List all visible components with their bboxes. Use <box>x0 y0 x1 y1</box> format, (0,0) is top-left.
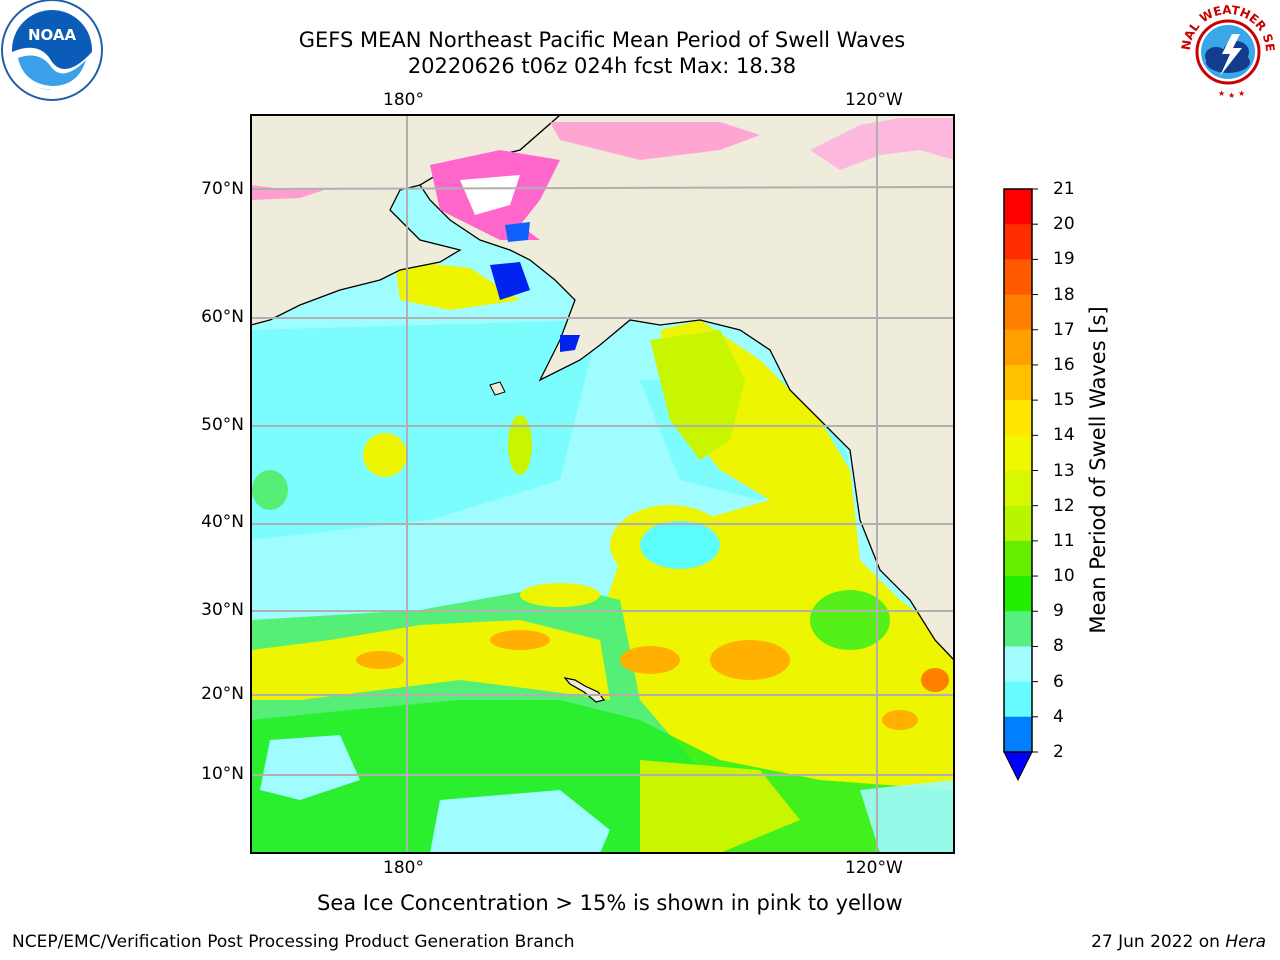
colorbar-segment <box>1004 716 1032 752</box>
colorbar-tick-label: 10 <box>1053 566 1075 587</box>
colorbar-tick-label: 2 <box>1053 742 1064 762</box>
colorbar-segment <box>1004 329 1032 366</box>
colorbar-segment <box>1004 470 1032 507</box>
nws-logo: NATIONAL WEATHER SERVICE ★ ★ ★ <box>1176 0 1278 102</box>
colorbar-segment <box>1004 224 1032 260</box>
svg-text:★: ★ <box>1218 89 1225 98</box>
chart-title: GEFS MEAN Northeast Pacific Mean Period … <box>298 28 906 52</box>
colorbar-tick-label: 17 <box>1053 319 1075 340</box>
swell-orange-patch <box>882 710 918 730</box>
map-gridlines <box>251 115 954 853</box>
swell-swirl-core <box>640 521 720 569</box>
colorbar-tick-label: 21 <box>1053 179 1075 199</box>
colorbar-tick-label: 20 <box>1053 214 1075 235</box>
sea-ice-gap <box>460 175 520 215</box>
colorbar-segment <box>1004 294 1032 331</box>
colorbar-label: Mean Period of Swell Waves [s] <box>1086 306 1110 634</box>
noaa-logo: NOAA <box>1 0 103 101</box>
swell-yellow-patch <box>520 583 600 607</box>
ocean-cyan-patch <box>860 780 954 853</box>
colorbar-tick-label: 14 <box>1053 425 1075 446</box>
svg-text:NOAA: NOAA <box>28 26 77 44</box>
colorbar-tick-label: 8 <box>1053 636 1064 657</box>
colorbar-tick-label: 13 <box>1053 460 1075 481</box>
lat-label-30n: 30°N <box>201 600 244 620</box>
colorbar-tick-label: 15 <box>1053 390 1075 411</box>
ocean-aqua-region <box>251 320 600 540</box>
colorbar-tick-label: 12 <box>1053 495 1075 516</box>
lon-label-top-180: 180° <box>383 90 424 110</box>
colorbar-tick-label: 18 <box>1053 284 1075 305</box>
sea-ice-region <box>810 118 954 170</box>
map-frame <box>250 114 955 854</box>
swell-orange-patch <box>490 630 550 650</box>
lat-label-40n: 40°N <box>201 512 244 532</box>
colorbar-segment <box>1004 681 1032 718</box>
colorbar-tick-label: 11 <box>1053 530 1075 551</box>
swell-orange-patch <box>921 668 949 692</box>
colorbar-segment <box>1004 576 1032 612</box>
colorbar-segment <box>1004 505 1032 542</box>
swell-yellow-patch <box>395 260 520 310</box>
footer-host: Hera <box>1225 932 1266 952</box>
colorbar-segment <box>1004 364 1032 401</box>
low-swell-patch <box>490 262 530 300</box>
lat-label-50n: 50°N <box>201 415 244 435</box>
swell-orange-patch <box>710 640 790 680</box>
footer-date-text: 27 Jun 2022 on <box>1091 932 1226 952</box>
colorbar-segment <box>1004 611 1032 647</box>
colorbar-tick-label: 6 <box>1053 671 1064 692</box>
lat-label-20n: 20°N <box>201 684 244 704</box>
low-swell-patch <box>505 222 530 242</box>
swell-yellowgreen-region <box>640 760 800 853</box>
lat-label-60n: 60°N <box>201 307 244 327</box>
colorbar-tick-label: 9 <box>1053 601 1064 622</box>
colorbar-segment <box>1004 540 1032 577</box>
swell-green-patch <box>252 470 288 510</box>
svg-text:★: ★ <box>1238 89 1245 98</box>
low-swell-patch <box>560 335 580 352</box>
chart-subtitle: 20220626 t06z 024h fcst Max: 18.38 <box>407 54 797 78</box>
swell-yellow-patch <box>363 433 407 477</box>
colorbar-segment <box>1004 189 1032 225</box>
swell-green-patch <box>810 590 890 650</box>
colorbar-extend-triangle <box>1003 751 1033 782</box>
north-america-land <box>419 115 954 661</box>
island <box>489 381 506 396</box>
ocean-cyan-patch <box>260 735 360 800</box>
colorbar-segment <box>1004 259 1032 296</box>
swell-yellow-patch <box>508 415 532 475</box>
footer-credit: NCEP/EMC/Verification Post Processing Pr… <box>12 932 575 952</box>
lon-label-top-120w: 120°W <box>845 90 903 110</box>
swell-orange-patch <box>356 651 404 669</box>
sea-ice-region <box>550 122 760 160</box>
colorbar-tick-label: 4 <box>1053 706 1064 727</box>
svg-text:★: ★ <box>1228 91 1235 100</box>
lat-label-10n: 10°N <box>201 764 244 784</box>
colorbar-tick-label: 16 <box>1053 354 1075 375</box>
lon-label-bottom-180: 180° <box>383 858 424 878</box>
colorbar-segment <box>1004 435 1032 471</box>
ocean-cyan-patch <box>430 790 610 853</box>
lat-label-70n: 70°N <box>201 179 244 199</box>
swell-orange-patch <box>620 646 680 674</box>
lon-label-bottom-120w: 120°W <box>845 858 903 878</box>
footer-date: 27 Jun 2022 on Hera <box>1091 932 1266 952</box>
swell-yellowgreen-region <box>650 330 745 460</box>
colorbar-tick-label: 19 <box>1053 249 1075 270</box>
swell-yellow-region <box>600 320 954 853</box>
colorbar-segment <box>1004 400 1032 436</box>
colorbar-segment <box>1004 646 1032 683</box>
sea-ice-note: Sea Ice Concentration > 15% is shown in … <box>317 891 903 915</box>
